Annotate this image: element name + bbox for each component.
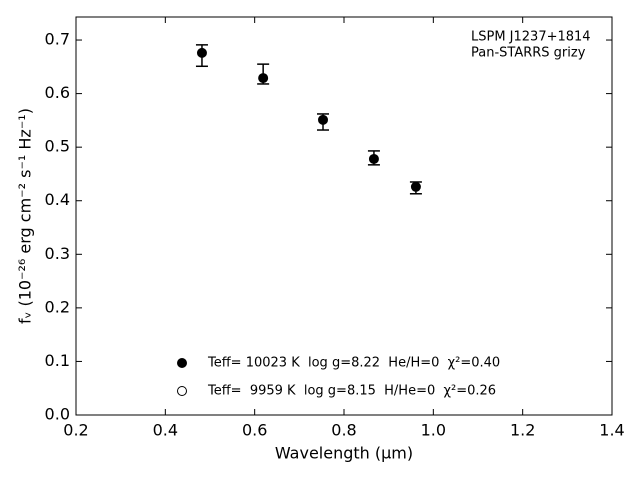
x-tick-label: 0.8 — [331, 421, 356, 440]
y-tick-label: 0.3 — [45, 244, 70, 263]
y-tick-label: 0.1 — [45, 351, 70, 370]
x-tick-label: 1.4 — [599, 421, 624, 440]
x-axis-label: Wavelength (μm) — [275, 444, 413, 463]
y-tick-label: 0.6 — [45, 83, 70, 102]
y-tick-label: 0.2 — [45, 297, 70, 316]
y-tick-label: 0.7 — [45, 30, 70, 49]
y-axis-label: fᵥ (10⁻²⁶ erg cm⁻² s⁻¹ Hz⁻¹) — [16, 108, 35, 324]
data-point — [368, 153, 379, 164]
legend-marker — [177, 386, 187, 396]
x-tick-label: 1.0 — [421, 421, 446, 440]
x-tick-label: 0.4 — [153, 421, 178, 440]
data-point — [258, 73, 269, 84]
x-tick-label: 1.2 — [510, 421, 535, 440]
legend-label: Teff= 10023 K log g=8.22 He/H=0 χ²=0.40 — [207, 356, 500, 371]
x-tick-label: 0.2 — [63, 421, 88, 440]
legend-label: Teff= 9959 K log g=8.15 H/He=0 χ²=0.26 — [207, 384, 496, 399]
annotation: Pan-STARRS grizy — [471, 46, 586, 61]
data-point — [196, 47, 207, 58]
y-tick-label: 0.5 — [45, 137, 70, 156]
legend-marker — [177, 358, 187, 368]
x-tick-label: 0.6 — [242, 421, 267, 440]
data-point — [410, 181, 421, 192]
y-tick-label: 0.4 — [45, 190, 70, 209]
data-point — [318, 114, 329, 125]
y-tick-label: 0.0 — [45, 405, 70, 424]
annotation: LSPM J1237+1814 — [471, 30, 591, 45]
